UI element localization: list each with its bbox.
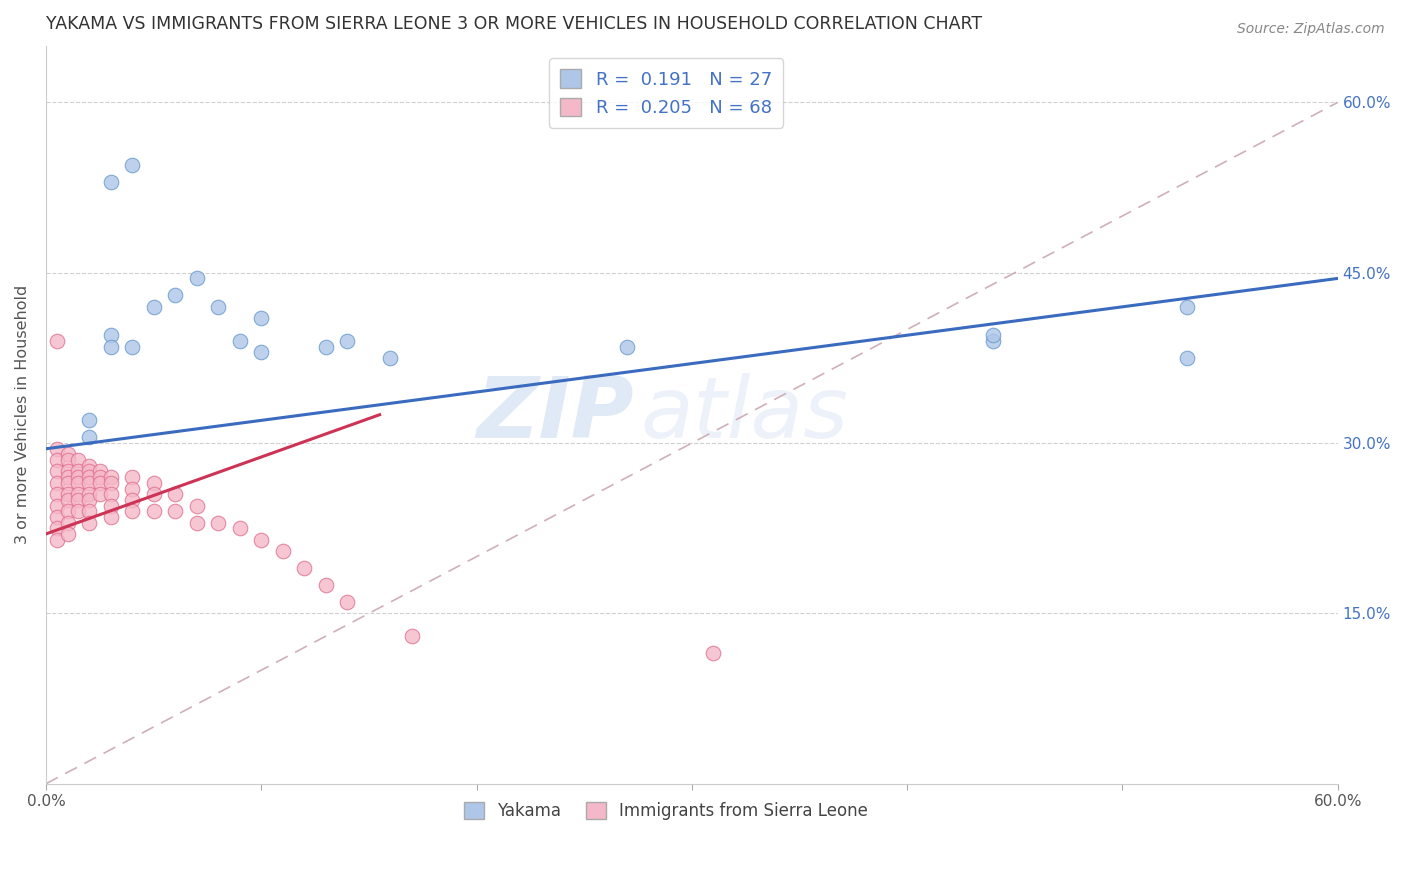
- Point: [250, 533, 273, 547]
- Point: [1175, 300, 1198, 314]
- Point: [89, 487, 111, 501]
- Point: [100, 475, 122, 490]
- Point: [45, 533, 67, 547]
- Point: [207, 300, 229, 314]
- Point: [67, 504, 90, 518]
- Point: [250, 311, 273, 326]
- Point: [77, 430, 100, 444]
- Text: atlas: atlas: [640, 373, 848, 456]
- Y-axis label: 3 or more Vehicles in Household: 3 or more Vehicles in Household: [15, 285, 30, 544]
- Point: [100, 175, 122, 189]
- Point: [100, 340, 122, 354]
- Point: [315, 578, 337, 592]
- Point: [1175, 351, 1198, 365]
- Point: [45, 465, 67, 479]
- Point: [45, 453, 67, 467]
- Point: [100, 470, 122, 484]
- Point: [207, 516, 229, 530]
- Point: [186, 499, 208, 513]
- Point: [77, 465, 100, 479]
- Point: [56, 487, 79, 501]
- Point: [315, 340, 337, 354]
- Point: [380, 351, 402, 365]
- Point: [228, 521, 250, 535]
- Point: [121, 470, 143, 484]
- Point: [67, 465, 90, 479]
- Point: [142, 475, 165, 490]
- Point: [336, 334, 359, 348]
- Point: [121, 158, 143, 172]
- Text: ZIP: ZIP: [477, 373, 634, 456]
- Legend: Yakama, Immigrants from Sierra Leone: Yakama, Immigrants from Sierra Leone: [457, 796, 875, 827]
- Point: [67, 487, 90, 501]
- Point: [45, 334, 67, 348]
- Point: [250, 345, 273, 359]
- Point: [56, 492, 79, 507]
- Point: [121, 340, 143, 354]
- Point: [100, 487, 122, 501]
- Text: Source: ZipAtlas.com: Source: ZipAtlas.com: [1237, 22, 1385, 37]
- Point: [336, 595, 359, 609]
- Point: [56, 453, 79, 467]
- Point: [165, 504, 187, 518]
- Point: [89, 470, 111, 484]
- Point: [401, 629, 423, 643]
- Point: [89, 465, 111, 479]
- Point: [67, 492, 90, 507]
- Point: [67, 470, 90, 484]
- Point: [77, 470, 100, 484]
- Point: [56, 504, 79, 518]
- Point: [121, 492, 143, 507]
- Point: [89, 475, 111, 490]
- Point: [77, 458, 100, 473]
- Point: [45, 509, 67, 524]
- Point: [67, 475, 90, 490]
- Text: YAKAMA VS IMMIGRANTS FROM SIERRA LEONE 3 OR MORE VEHICLES IN HOUSEHOLD CORRELATI: YAKAMA VS IMMIGRANTS FROM SIERRA LEONE 3…: [46, 15, 983, 33]
- Point: [142, 487, 165, 501]
- Point: [56, 465, 79, 479]
- Point: [100, 509, 122, 524]
- Point: [981, 328, 1004, 343]
- Point: [67, 453, 90, 467]
- Point: [77, 504, 100, 518]
- Point: [981, 334, 1004, 348]
- Point: [45, 487, 67, 501]
- Point: [228, 334, 250, 348]
- Point: [77, 475, 100, 490]
- Point: [616, 340, 638, 354]
- Point: [56, 470, 79, 484]
- Point: [142, 300, 165, 314]
- Point: [56, 516, 79, 530]
- Point: [186, 271, 208, 285]
- Point: [56, 447, 79, 461]
- Point: [186, 516, 208, 530]
- Point: [45, 442, 67, 456]
- Point: [77, 487, 100, 501]
- Point: [702, 646, 724, 660]
- Point: [45, 521, 67, 535]
- Point: [100, 499, 122, 513]
- Point: [271, 544, 294, 558]
- Point: [56, 527, 79, 541]
- Point: [165, 288, 187, 302]
- Point: [56, 475, 79, 490]
- Point: [165, 487, 187, 501]
- Point: [77, 516, 100, 530]
- Point: [121, 504, 143, 518]
- Point: [100, 328, 122, 343]
- Point: [45, 475, 67, 490]
- Point: [77, 492, 100, 507]
- Point: [77, 413, 100, 427]
- Point: [142, 504, 165, 518]
- Point: [292, 561, 315, 575]
- Point: [121, 482, 143, 496]
- Point: [45, 499, 67, 513]
